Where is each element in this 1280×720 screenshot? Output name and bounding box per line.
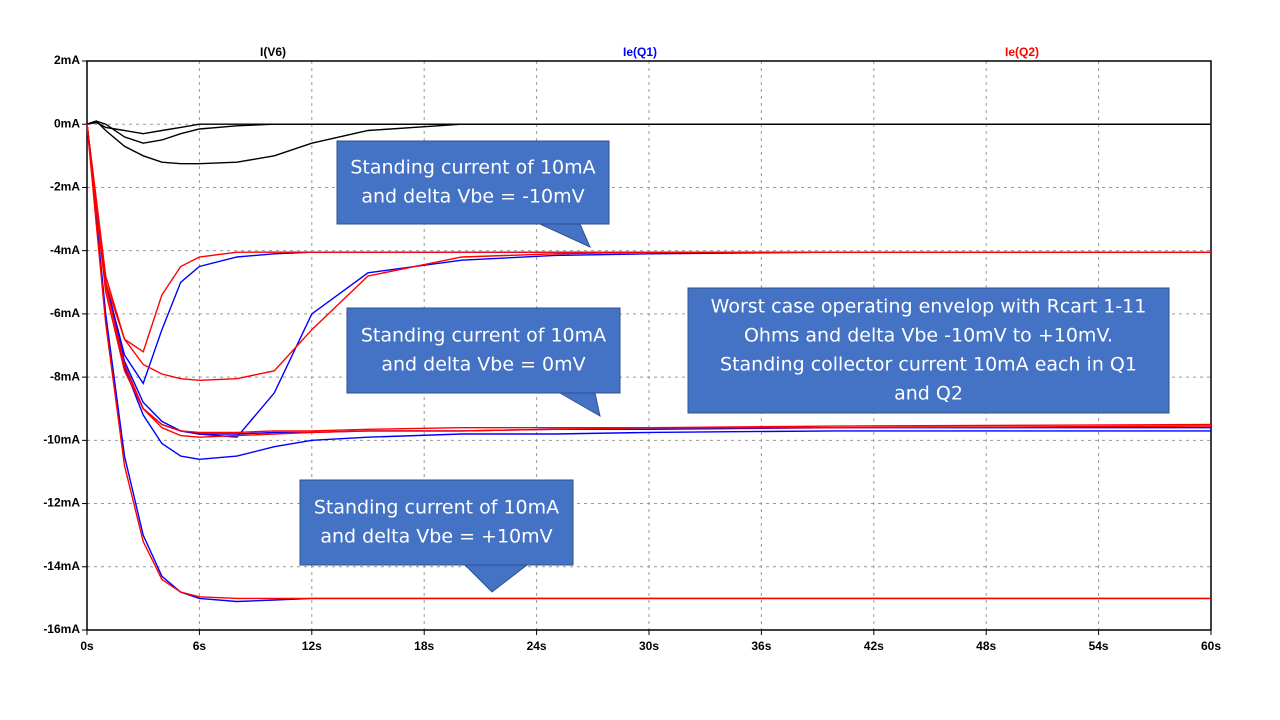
y-tick-label: -10mA xyxy=(43,433,80,447)
callout-box xyxy=(299,479,574,566)
plot-frame xyxy=(86,60,1212,631)
callout-box xyxy=(687,287,1170,414)
callout-text: and Q2 xyxy=(894,383,963,405)
callout-pointer xyxy=(539,223,591,249)
y-tick-label: 0mA xyxy=(54,116,80,130)
callout-text: Ohms and delta Vbe -10mV to +10mV. xyxy=(744,325,1113,347)
callout-text: and delta Vbe = -10mV xyxy=(361,186,584,208)
callout-text: Standing current of 10mA xyxy=(361,325,606,347)
y-tick-label: -8mA xyxy=(50,369,80,383)
y-tick-label: 2mA xyxy=(54,53,80,67)
x-tick-label: 6s xyxy=(193,639,207,653)
callout-pointer xyxy=(463,564,529,593)
y-tick-label: -6mA xyxy=(50,306,80,320)
x-tick-label: 12s xyxy=(302,639,322,653)
y-tick-label: -4mA xyxy=(50,243,80,257)
trace xyxy=(86,124,1212,438)
trace xyxy=(86,120,1211,165)
trace xyxy=(86,124,1212,434)
callout-text: and delta Vbe = +10mV xyxy=(320,526,552,548)
callout-text: Worst case operating envelop with Rcart … xyxy=(711,296,1147,318)
y-tick-label: -14mA xyxy=(43,559,80,573)
x-tick-label: 42s xyxy=(864,639,884,653)
x-tick-label: 24s xyxy=(527,639,547,653)
callout-box xyxy=(336,140,610,225)
callout-text: Standing current of 10mA xyxy=(350,157,595,179)
legend-entry: I(V6) xyxy=(260,45,286,59)
y-tick-label: -2mA xyxy=(50,180,80,194)
y-tick-label: -16mA xyxy=(43,622,80,636)
trace xyxy=(86,121,1211,135)
x-tick-label: 48s xyxy=(976,639,996,653)
legend-entry: Ie(Q1) xyxy=(623,45,657,59)
x-tick-label: 18s xyxy=(414,639,434,653)
callout-text: and delta Vbe = 0mV xyxy=(381,354,585,376)
x-tick-label: 0s xyxy=(80,639,94,653)
x-tick-label: 54s xyxy=(1089,639,1109,653)
callout-box xyxy=(346,307,621,394)
callout-text: Standing current of 10mA xyxy=(314,497,559,519)
callout-text: Standing collector current 10mA each in … xyxy=(720,354,1137,376)
trace xyxy=(86,124,1211,353)
callout-pointer xyxy=(558,392,601,417)
x-tick-label: 30s xyxy=(639,639,659,653)
legend-entry: Ie(Q2) xyxy=(1005,45,1039,59)
trace xyxy=(86,124,1211,600)
x-tick-label: 36s xyxy=(751,639,771,653)
y-tick-label: -12mA xyxy=(43,496,80,510)
x-tick-label: 60s xyxy=(1201,639,1221,653)
